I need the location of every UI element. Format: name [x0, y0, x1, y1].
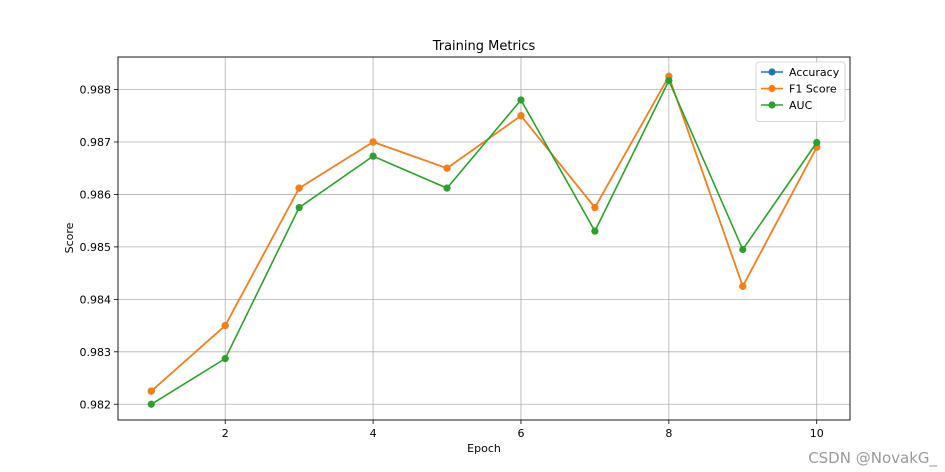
legend-marker-auc	[768, 101, 776, 109]
x-tick-label: 10	[810, 427, 824, 440]
x-tick-label: 2	[222, 427, 229, 440]
series-line-accuracy	[150, 74, 818, 392]
plot-frame	[117, 56, 851, 421]
data-point-auc	[517, 96, 525, 104]
data-point-auc	[369, 152, 377, 160]
y-axis: 0.982 0.983 0.984 0.985 0.986 0.987 0.988	[80, 84, 118, 411]
data-point-f1-score	[591, 203, 599, 212]
x-axis-label: Epoch	[467, 442, 501, 455]
data-point-auc	[147, 400, 155, 408]
series-f1-score	[147, 72, 821, 395]
data-point-f1-score	[295, 184, 303, 192]
data-point-f1-score	[221, 321, 229, 330]
y-tick-label: 0.988	[80, 84, 112, 97]
legend-box	[755, 61, 846, 122]
x-axis: 2 4 6 8 10	[222, 420, 824, 440]
legend-label-auc: AUC	[789, 99, 813, 112]
data-point-auc	[813, 138, 821, 147]
legend-marker-accuracy	[768, 68, 776, 76]
data-point-auc	[591, 227, 599, 235]
data-point-auc	[443, 184, 451, 192]
y-tick-label: 0.985	[80, 241, 112, 254]
data-point-f1-score	[147, 387, 155, 395]
data-point-f1-score	[369, 138, 377, 146]
series-accuracy	[147, 72, 821, 395]
y-tick-label: 0.986	[80, 188, 112, 201]
x-tick-label: 4	[370, 427, 377, 440]
x-tick-label: 8	[665, 427, 672, 440]
y-tick-label: 0.983	[80, 346, 112, 359]
data-point-f1-score	[739, 282, 747, 290]
series-line-f1-score	[150, 74, 818, 392]
data-point-f1-score	[517, 112, 525, 120]
y-tick-label: 0.984	[80, 293, 112, 306]
grid	[118, 57, 850, 420]
data-point-auc	[665, 77, 673, 85]
watermark: CSDN @NovakG_	[808, 449, 937, 467]
plot-series	[147, 72, 821, 408]
series-auc	[147, 77, 821, 408]
series-line-auc	[150, 78, 818, 405]
legend-label-f1-score: F1 Score	[789, 83, 837, 96]
chart-title: Training Metrics	[432, 39, 536, 54]
data-point-f1-score	[443, 164, 451, 172]
legend-marker-f1-score	[768, 84, 776, 93]
data-point-auc	[221, 355, 229, 363]
y-axis-label: Score	[63, 222, 76, 253]
data-point-auc	[739, 245, 747, 254]
y-tick-label: 0.987	[80, 136, 112, 149]
legend-label-accuracy: Accuracy	[789, 66, 840, 79]
legend: Accuracy F1 Score AUC	[755, 61, 846, 122]
x-tick-label: 6	[517, 427, 524, 440]
y-tick-label: 0.982	[80, 398, 112, 411]
data-point-auc	[295, 203, 303, 212]
